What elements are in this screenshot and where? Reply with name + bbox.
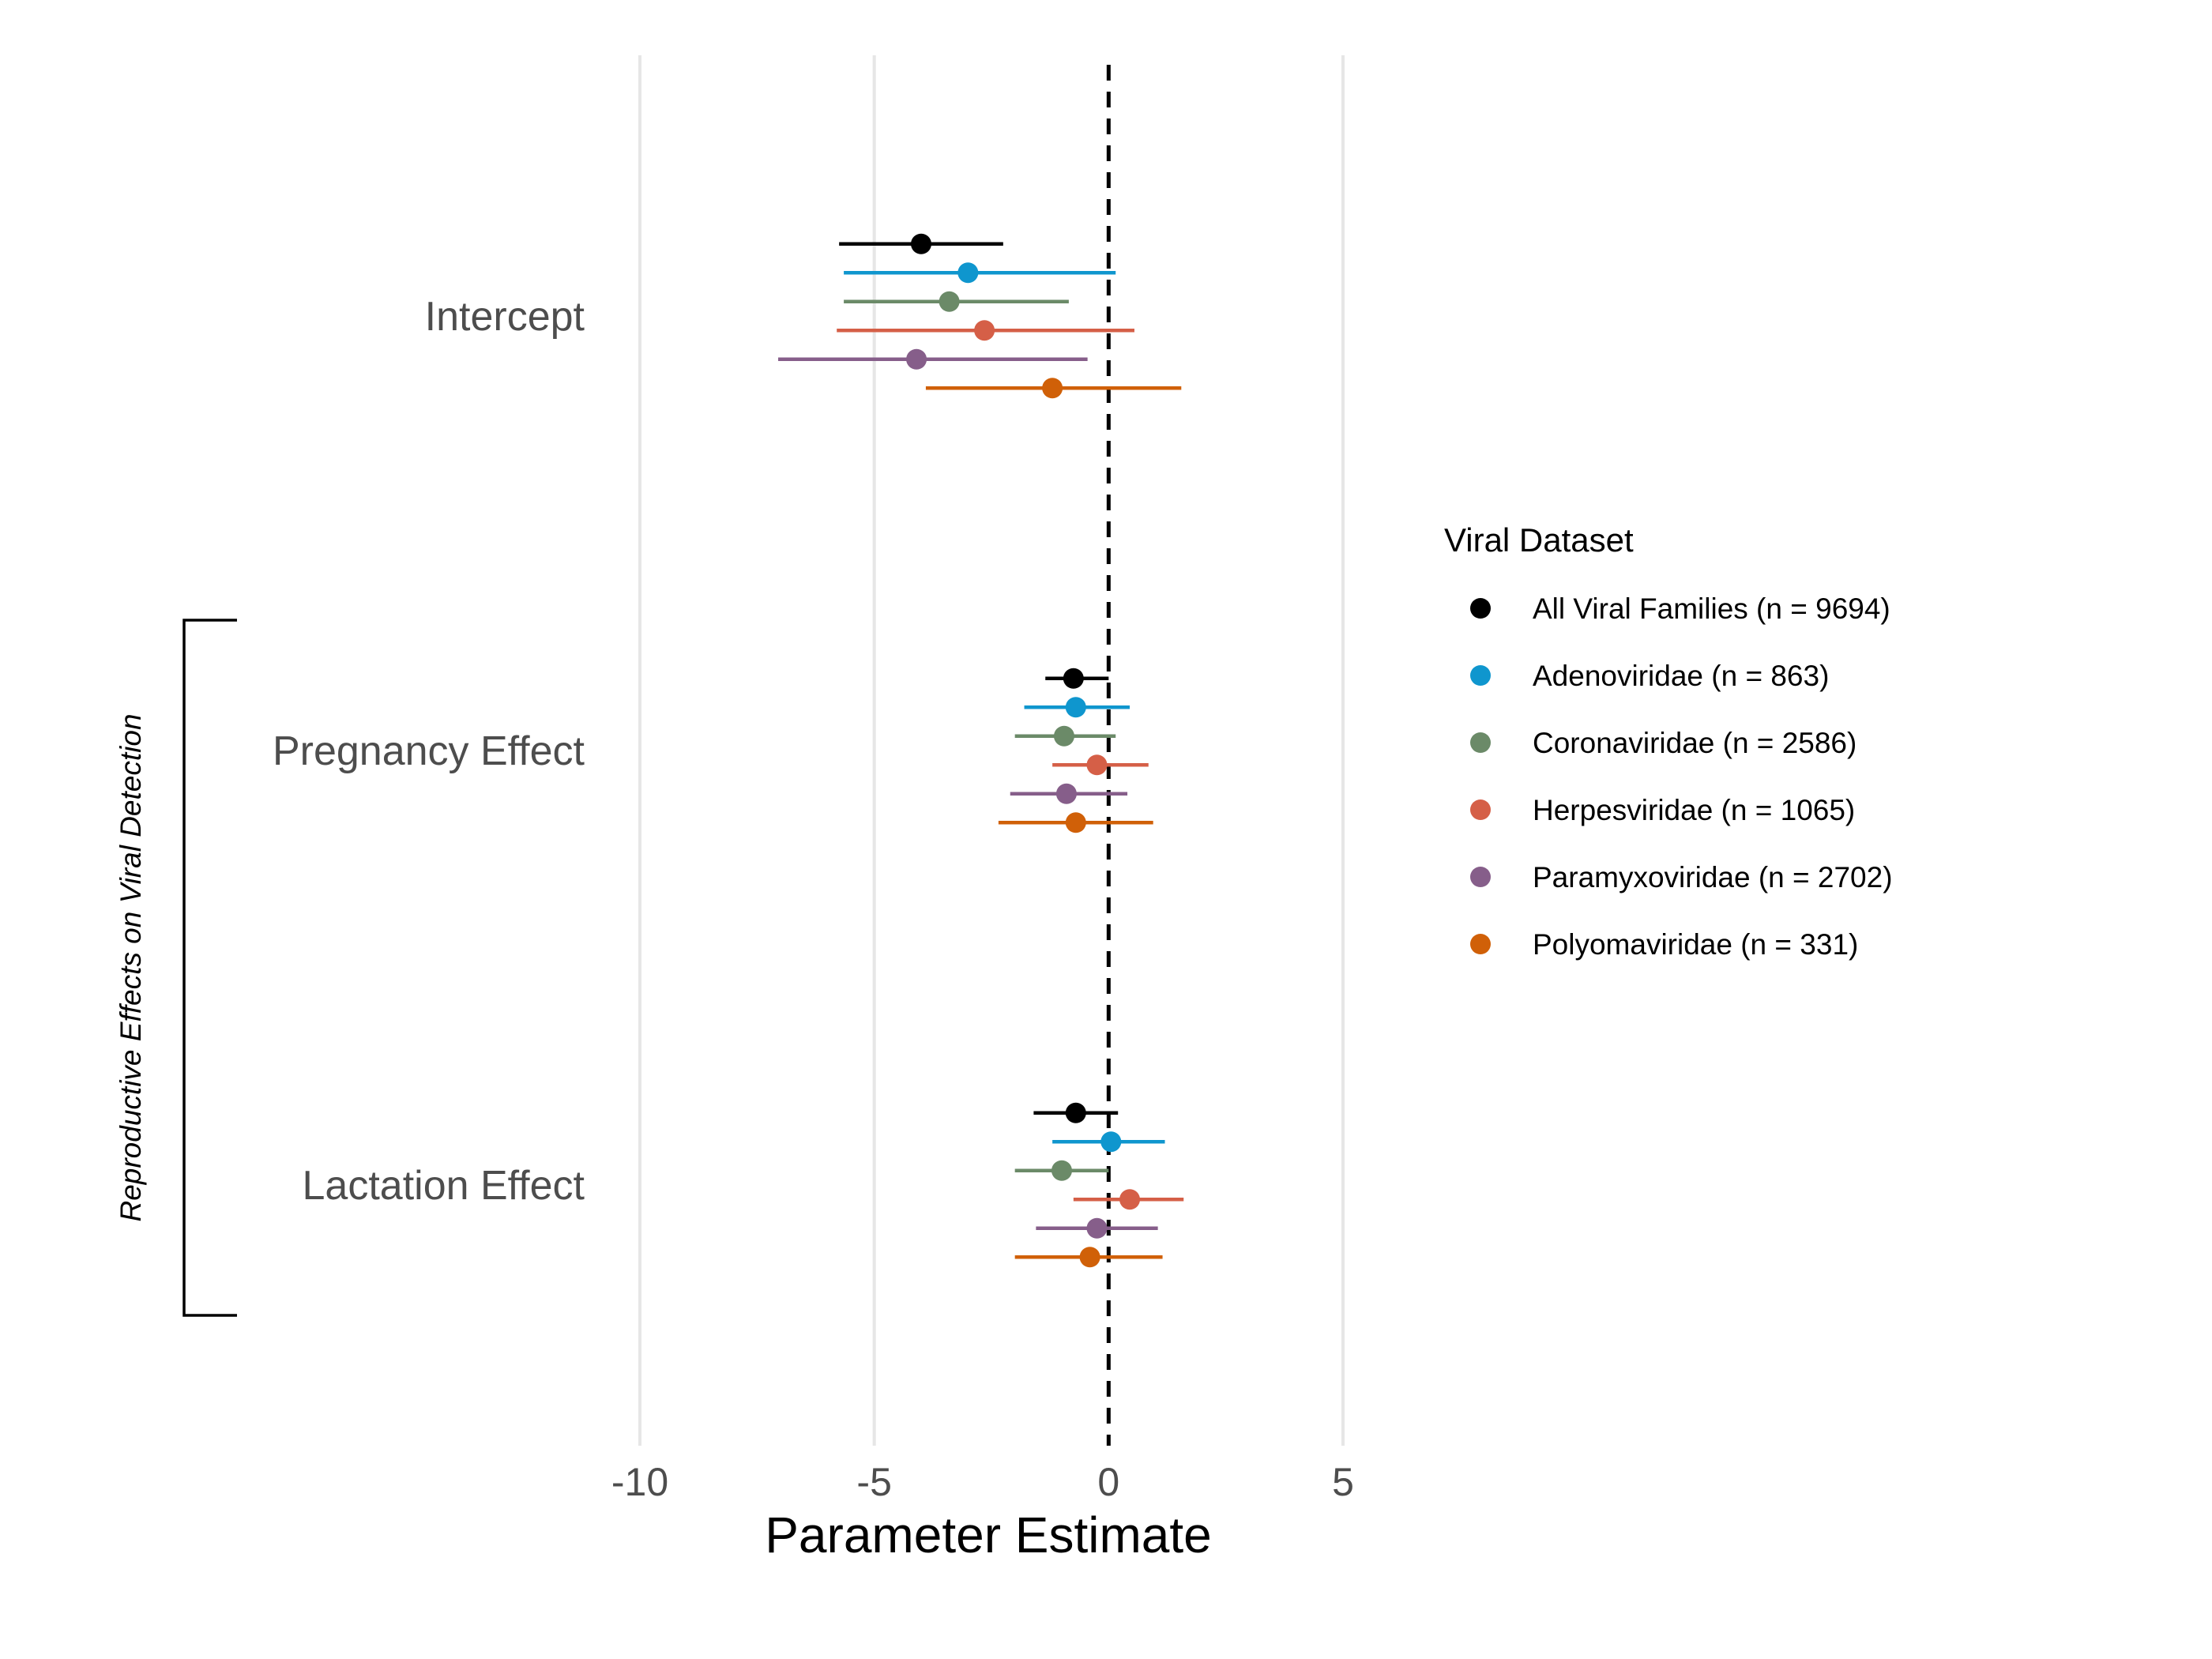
estimate-point [1065,697,1086,718]
estimate-point [911,233,931,254]
legend-label: Herpesviridae (n = 1065) [1533,794,1855,826]
estimate-point [1053,725,1074,747]
estimate-point [1042,378,1063,399]
category-label: Pregnancy Effect [273,728,585,774]
estimate-point [957,262,979,284]
estimate-point [974,320,995,341]
estimate-point [1055,783,1077,804]
series-group [778,348,1158,1239]
x-tick-label: 0 [1097,1460,1119,1504]
legend-key [1470,867,1491,887]
estimate-point [906,348,927,370]
series-group [837,320,1184,1210]
estimate-point [1065,1102,1086,1123]
legend-key [1470,934,1491,954]
x-tick-label: 5 [1332,1460,1354,1504]
legend-key [1470,732,1491,753]
x-tick-label: -10 [611,1460,668,1504]
y-axis-categories: Intercept Pregnancy Effect Lactation Effec… [273,294,585,1209]
estimate-point [1051,1160,1072,1181]
legend-label: Coronaviridae (n = 2586) [1533,727,1856,759]
series-group [844,262,1165,1153]
category-label: Lactation Effect [303,1163,585,1209]
legend-label: Adenoviridae (n = 863) [1533,660,1829,692]
grid-lines [638,55,1345,1446]
legend-label: All Viral Families (n = 9694) [1533,592,1890,625]
estimate-point [1079,1247,1100,1268]
x-axis-title: Parameter Estimate [765,1507,1212,1563]
series-group [844,291,1116,1181]
legend-key [1470,799,1491,820]
estimate-point [1065,812,1086,833]
legend-label: Polyomaviridae (n = 331) [1533,928,1858,961]
estimate-point [939,291,960,312]
legend-title: Viral Dataset [1444,521,1634,559]
effects-bracket [182,619,237,1317]
estimate-point [1086,1217,1108,1239]
series-group [925,378,1182,1268]
legend-label: Paramyxoviridae (n = 2702) [1533,861,1893,893]
estimate-point [1100,1131,1122,1153]
x-tick-label: -5 [856,1460,891,1504]
estimate-point [1119,1189,1141,1210]
estimate-point [1086,754,1108,776]
estimate-point [1063,668,1084,689]
x-axis-ticks: -10 -5 0 5 [611,1460,1354,1504]
series-marks [778,233,1184,1268]
legend-items: All Viral Families (n = 9694) Adenovirida… [1470,592,1893,961]
legend: Viral Dataset All Viral Families (n = 96… [1444,521,1893,961]
legend-key [1470,598,1491,619]
legend-key [1470,665,1491,686]
bracket-label: Reproductive Effects on Viral Detection [115,713,147,1221]
series-group [839,233,1119,1123]
category-label: Intercept [425,294,585,340]
